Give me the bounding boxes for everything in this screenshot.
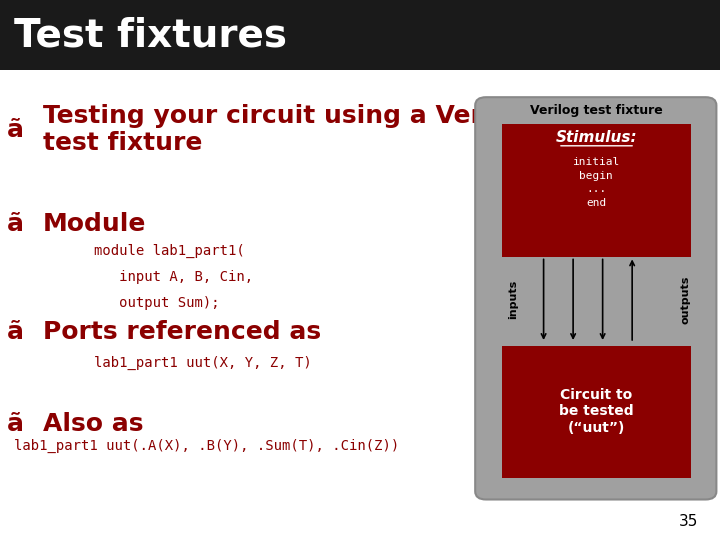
Text: Also as: Also as (43, 412, 144, 436)
Text: ...: ... (586, 184, 606, 194)
Text: inputs: inputs (508, 280, 518, 319)
FancyBboxPatch shape (0, 0, 720, 70)
Text: ã: ã (7, 320, 24, 344)
Text: Module: Module (43, 212, 147, 236)
Text: output Sum);: output Sum); (94, 296, 219, 310)
Text: outputs: outputs (680, 275, 690, 324)
Text: 35: 35 (679, 514, 698, 529)
Text: end: end (586, 198, 606, 208)
Text: ã: ã (7, 212, 24, 236)
Text: Test fixtures: Test fixtures (14, 16, 287, 54)
Text: lab1_part1 uut(X, Y, Z, T): lab1_part1 uut(X, Y, Z, T) (94, 356, 311, 370)
Text: Stimulus:: Stimulus: (555, 130, 637, 145)
Text: begin: begin (580, 171, 613, 181)
Text: Verilog test fixture: Verilog test fixture (530, 104, 662, 117)
FancyBboxPatch shape (502, 124, 691, 256)
FancyBboxPatch shape (475, 97, 716, 500)
Text: input A, B, Cin,: input A, B, Cin, (94, 270, 253, 284)
Text: Ports referenced as: Ports referenced as (43, 320, 321, 344)
Text: initial: initial (572, 157, 620, 167)
Text: module lab1_part1(: module lab1_part1( (94, 244, 244, 258)
Text: Circuit to
be tested
(“uut”): Circuit to be tested (“uut”) (559, 388, 634, 435)
Text: lab1_part1 uut(.A(X), .B(Y), .Sum(T), .Cin(Z)): lab1_part1 uut(.A(X), .B(Y), .Sum(T), .C… (14, 438, 400, 453)
Text: ã: ã (7, 412, 24, 436)
Text: ã: ã (7, 118, 24, 141)
FancyBboxPatch shape (502, 346, 691, 478)
Text: Testing your circuit using a Verilog
test fixture: Testing your circuit using a Verilog tes… (43, 104, 536, 156)
